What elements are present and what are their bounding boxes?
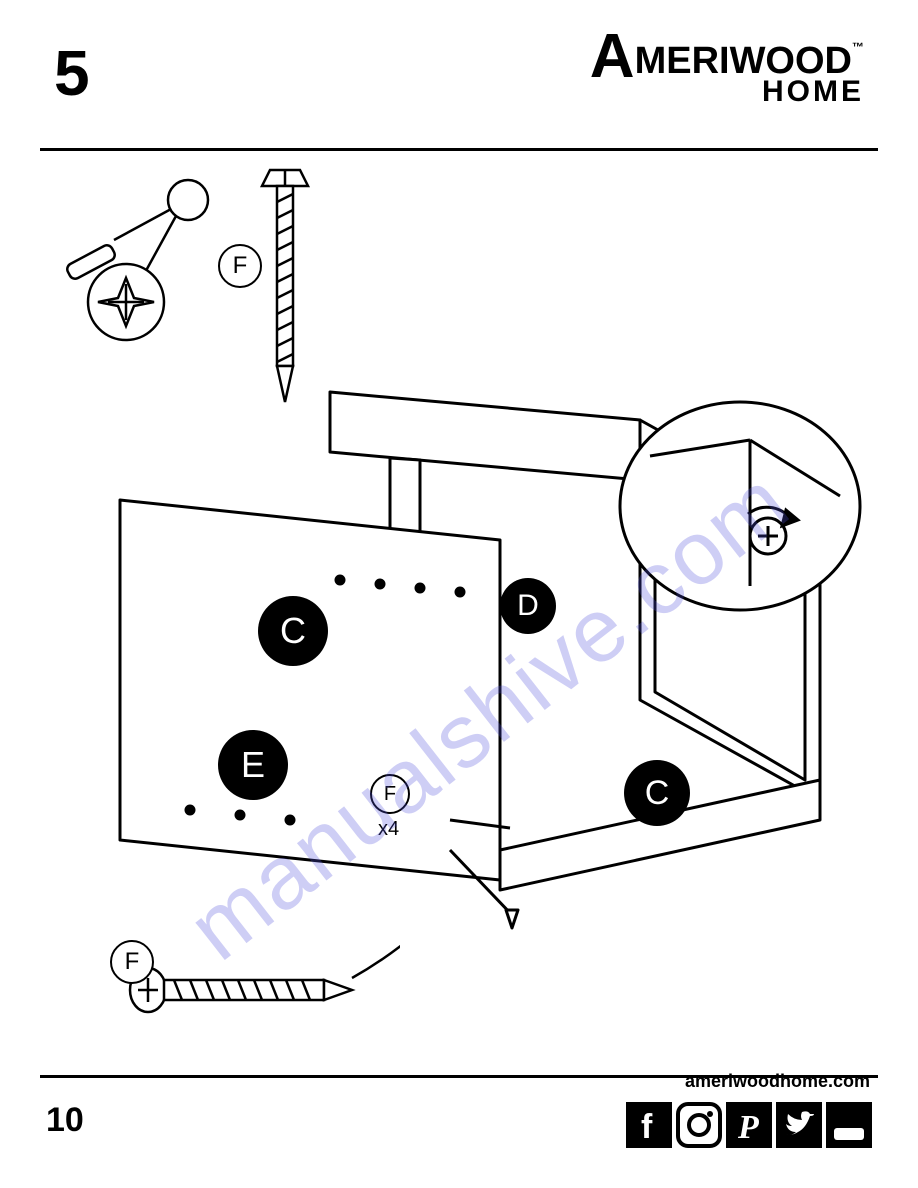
top-rule bbox=[40, 148, 878, 151]
rotation-detail bbox=[610, 386, 870, 626]
divider-label: D bbox=[517, 589, 539, 623]
brand-a: A bbox=[590, 22, 635, 91]
pinterest-icon: P bbox=[726, 1102, 772, 1148]
back-panel-label: E bbox=[241, 744, 265, 786]
back-panel-dot: E bbox=[218, 730, 288, 800]
bottom-screw-icon bbox=[120, 930, 400, 1050]
step-number: 5 bbox=[54, 36, 90, 110]
small-screw-count: x4 bbox=[378, 818, 399, 841]
screwdriver-icon bbox=[56, 168, 236, 348]
brand-logo: AMERIWOOD™ HOME bbox=[590, 40, 864, 109]
instagram-icon bbox=[676, 1102, 722, 1148]
facebook-icon: f bbox=[626, 1102, 672, 1148]
svg-text:P: P bbox=[737, 1109, 759, 1146]
brand-tm: ™ bbox=[852, 40, 864, 54]
page-number: 10 bbox=[46, 1101, 84, 1140]
small-screw-label: F bbox=[384, 783, 396, 806]
left-panel-label: C bbox=[280, 610, 306, 652]
top-screw-label: F bbox=[233, 252, 248, 280]
svg-text:f: f bbox=[641, 1108, 653, 1146]
right-panel-dot: C bbox=[624, 760, 690, 826]
bottom-screw-callout: F bbox=[110, 940, 154, 984]
footer-site: ameriwoodhome.com bbox=[685, 1071, 870, 1092]
youtube-icon bbox=[826, 1102, 872, 1148]
right-panel-label: C bbox=[645, 774, 670, 813]
divider-dot: D bbox=[500, 578, 556, 634]
left-panel-dot: C bbox=[258, 596, 328, 666]
top-screw-label-callout: F bbox=[218, 244, 262, 288]
small-screw-callout: F bbox=[370, 774, 410, 814]
bottom-screw-label: F bbox=[125, 948, 140, 976]
social-icons: f P bbox=[626, 1102, 872, 1148]
twitter-icon bbox=[776, 1102, 822, 1148]
